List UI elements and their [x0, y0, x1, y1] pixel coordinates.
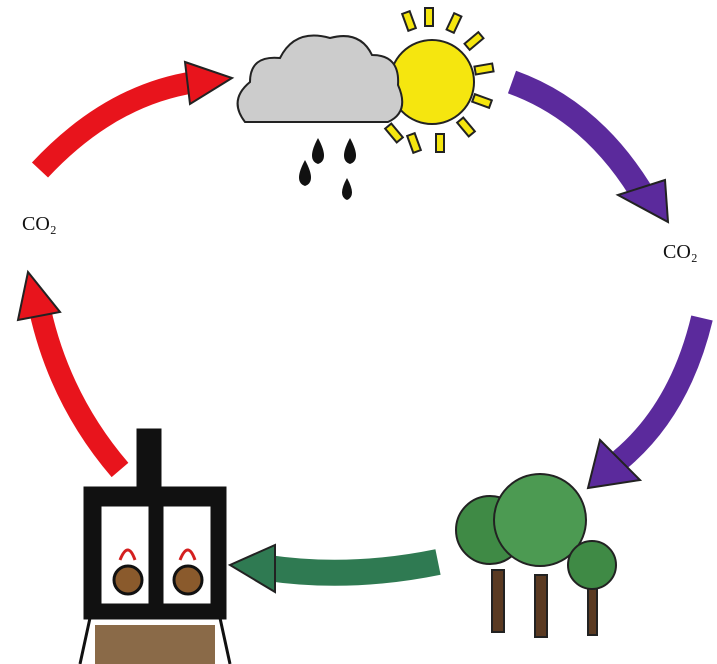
arrow-red-top [31, 60, 235, 178]
co2-label-left: CO₂ [22, 213, 57, 235]
co2-label-right: CO₂ [663, 241, 698, 263]
arrow-purple-top [507, 70, 670, 224]
sun [383, 7, 495, 155]
rain [299, 138, 356, 200]
arrow-red-left [16, 269, 129, 478]
arrow-purple-right [586, 315, 713, 490]
arrow-green [227, 543, 441, 594]
cloud [236, 34, 404, 123]
wood-stove [78, 428, 232, 664]
trees [455, 473, 617, 638]
